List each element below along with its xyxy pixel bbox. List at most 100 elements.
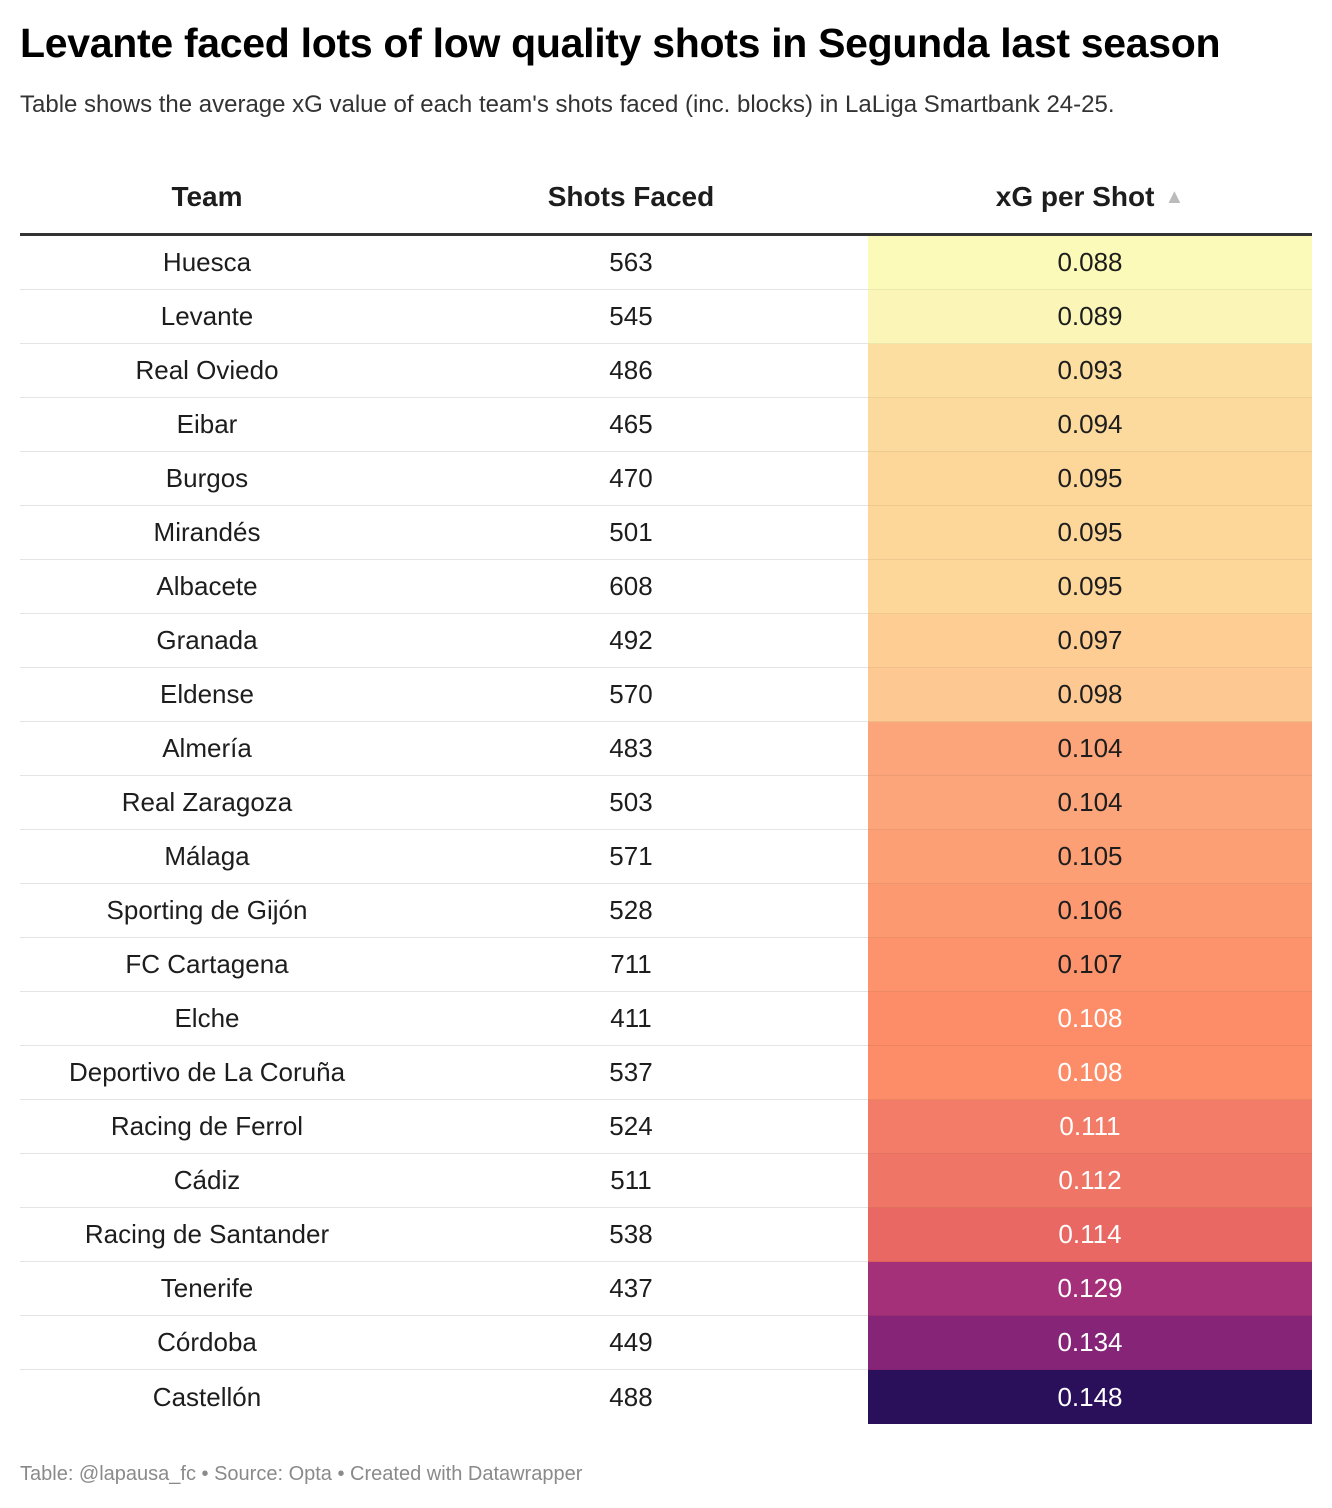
cell-shots-faced: 437 — [394, 1262, 868, 1316]
cell-shots-faced: 608 — [394, 560, 868, 614]
cell-team: Málaga — [20, 830, 394, 884]
cell-team: Racing de Ferrol — [20, 1100, 394, 1154]
cell-xg-per-shot: 0.088 — [868, 236, 1312, 290]
table-row: FC Cartagena 711 0.107 — [20, 938, 1312, 992]
cell-xg-per-shot: 0.108 — [868, 1046, 1312, 1100]
table-row: Racing de Ferrol 524 0.111 — [20, 1100, 1312, 1154]
cell-xg-per-shot: 0.095 — [868, 560, 1312, 614]
cell-team: Cádiz — [20, 1154, 394, 1208]
header-xg-label: xG per Shot — [995, 180, 1155, 212]
cell-team: Mirandés — [20, 506, 394, 560]
chart-subtitle: Table shows the average xG value of each… — [20, 91, 1115, 118]
header-team-label: Team — [171, 180, 243, 212]
cell-xg-per-shot: 0.114 — [868, 1208, 1312, 1262]
cell-team: Real Oviedo — [20, 344, 394, 398]
table-header: Team Shots Faced xG per Shot ▲ — [20, 160, 1312, 236]
table-row: Levante 545 0.089 — [20, 290, 1312, 344]
cell-shots-faced: 470 — [394, 452, 868, 506]
cell-xg-per-shot: 0.108 — [868, 992, 1312, 1046]
cell-team: Real Zaragoza — [20, 776, 394, 830]
cell-shots-faced: 511 — [394, 1154, 868, 1208]
table-row: Albacete 608 0.095 — [20, 560, 1312, 614]
table-row: Deportivo de La Coruña 537 0.108 — [20, 1046, 1312, 1100]
table-row: Almería 483 0.104 — [20, 722, 1312, 776]
cell-shots-faced: 570 — [394, 668, 868, 722]
table-row: Real Zaragoza 503 0.104 — [20, 776, 1312, 830]
cell-shots-faced: 571 — [394, 830, 868, 884]
cell-team: Racing de Santander — [20, 1208, 394, 1262]
cell-shots-faced: 411 — [394, 992, 868, 1046]
cell-shots-faced: 545 — [394, 290, 868, 344]
cell-xg-per-shot: 0.129 — [868, 1262, 1312, 1316]
header-shots-label: Shots Faced — [547, 180, 715, 212]
table-row: Málaga 571 0.105 — [20, 830, 1312, 884]
cell-team: Deportivo de La Coruña — [20, 1046, 394, 1100]
cell-xg-per-shot: 0.095 — [868, 452, 1312, 506]
table-body: Huesca 563 0.088 Levante 545 0.089 Real Oviedo… — [20, 236, 1312, 1424]
cell-team: Córdoba — [20, 1316, 394, 1370]
footer-credits: Table: @lapausa_fc • Source: Opta • Crea… — [20, 1463, 583, 1485]
header-team[interactable]: Team — [20, 181, 394, 213]
cell-xg-per-shot: 0.105 — [868, 830, 1312, 884]
table-row: Granada 492 0.097 — [20, 614, 1312, 668]
table-row: Tenerife 437 0.129 — [20, 1262, 1312, 1316]
cell-xg-per-shot: 0.097 — [868, 614, 1312, 668]
cell-shots-faced: 483 — [394, 722, 868, 776]
table-row: Elche 411 0.108 — [20, 992, 1312, 1046]
cell-xg-per-shot: 0.104 — [868, 722, 1312, 776]
cell-team: Tenerife — [20, 1262, 394, 1316]
sort-ascending-icon[interactable]: ▲ — [1164, 185, 1185, 208]
cell-shots-faced: 449 — [394, 1316, 868, 1370]
cell-team: Levante — [20, 290, 394, 344]
cell-team: Albacete — [20, 560, 394, 614]
cell-shots-faced: 492 — [394, 614, 868, 668]
table-row: Cádiz 511 0.112 — [20, 1154, 1312, 1208]
cell-team: Elche — [20, 992, 394, 1046]
cell-xg-per-shot: 0.094 — [868, 398, 1312, 452]
cell-team: Granada — [20, 614, 394, 668]
table-row: Castellón 488 0.148 — [20, 1370, 1312, 1424]
cell-xg-per-shot: 0.134 — [868, 1316, 1312, 1370]
chart-title: Levante faced lots of low quality shots … — [20, 20, 1221, 66]
cell-team: Eibar — [20, 398, 394, 452]
cell-shots-faced: 563 — [394, 236, 868, 290]
cell-xg-per-shot: 0.107 — [868, 938, 1312, 992]
cell-team: Sporting de Gijón — [20, 884, 394, 938]
xg-table: Team Shots Faced xG per Shot ▲ Huesca 563 0… — [20, 160, 1312, 1424]
table-row: Sporting de Gijón 528 0.106 — [20, 884, 1312, 938]
cell-shots-faced: 538 — [394, 1208, 868, 1262]
cell-team: Burgos — [20, 452, 394, 506]
table-row: Eibar 465 0.094 — [20, 398, 1312, 452]
table-row: Córdoba 449 0.134 — [20, 1316, 1312, 1370]
cell-shots-faced: 524 — [394, 1100, 868, 1154]
cell-shots-faced: 486 — [394, 344, 868, 398]
cell-shots-faced: 465 — [394, 398, 868, 452]
cell-shots-faced: 488 — [609, 1381, 653, 1412]
cell-xg-per-shot: 0.089 — [868, 290, 1312, 344]
cell-xg-per-shot: 0.104 — [868, 776, 1312, 830]
cell-team: Almería — [20, 722, 394, 776]
table-row: Real Oviedo 486 0.093 — [20, 344, 1312, 398]
cell-team: Eldense — [20, 668, 394, 722]
cell-shots-faced: 711 — [394, 938, 868, 992]
table-row: Racing de Santander 538 0.114 — [20, 1208, 1312, 1262]
table-row: Eldense 570 0.098 — [20, 668, 1312, 722]
cell-xg-per-shot: 0.098 — [868, 668, 1312, 722]
cell-xg-per-shot: 0.112 — [868, 1154, 1312, 1208]
cell-shots-faced: 537 — [394, 1046, 868, 1100]
cell-shots-faced: 501 — [394, 506, 868, 560]
cell-team: Huesca — [20, 236, 394, 290]
cell-team: Castellón — [152, 1381, 262, 1412]
table-row: Huesca 563 0.088 — [20, 236, 1312, 290]
header-xg-per-shot[interactable]: xG per Shot ▲ — [868, 181, 1312, 213]
cell-xg-per-shot: 0.093 — [868, 344, 1312, 398]
table-row: Mirandés 501 0.095 — [20, 506, 1312, 560]
cell-xg-per-shot: 0.095 — [868, 506, 1312, 560]
cell-shots-faced: 503 — [394, 776, 868, 830]
cell-team: FC Cartagena — [20, 938, 394, 992]
cell-xg-per-shot: 0.106 — [868, 884, 1312, 938]
cell-xg-per-shot: 0.111 — [868, 1100, 1312, 1154]
cell-shots-faced: 528 — [394, 884, 868, 938]
table-row: Burgos 470 0.095 — [20, 452, 1312, 506]
header-shots-faced[interactable]: Shots Faced — [394, 181, 868, 213]
